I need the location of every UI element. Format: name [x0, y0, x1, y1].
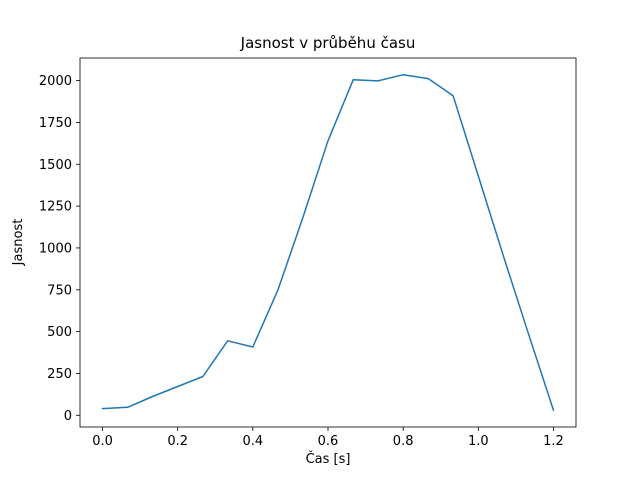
y-axis-label: Jasnost: [11, 219, 26, 267]
x-tick-label: 0.6: [318, 434, 339, 449]
y-tick-label: 500: [47, 325, 72, 340]
x-ticks-group: 0.0 0.2 0.4 0.6 0.8 1.0 1.2: [92, 427, 564, 449]
y-tick-label: 1750: [39, 116, 72, 131]
x-tick-label: 0.8: [393, 434, 414, 449]
series-group: [101, 73, 555, 412]
y-tick-label: 2000: [39, 74, 72, 89]
x-tick-label: 1.0: [468, 434, 489, 449]
y-tick-label: 750: [47, 283, 72, 298]
y-tick-label: 1000: [39, 241, 72, 256]
plot-area: [80, 58, 576, 427]
y-tick-label: 0: [64, 409, 72, 424]
x-tick-label: 1.2: [543, 434, 564, 449]
x-axis-label: Čas [s]: [306, 451, 351, 467]
x-tick-label: 0.0: [92, 434, 113, 449]
chart-title: Jasnost v průběhu času: [240, 34, 416, 52]
series-line: [101, 73, 555, 412]
y-tick-label: 1250: [39, 200, 72, 215]
y-tick-label: 250: [47, 367, 72, 382]
y-tick-label: 1500: [39, 158, 72, 173]
x-tick-label: 0.4: [243, 434, 264, 449]
x-tick-label: 0.2: [167, 434, 188, 449]
y-ticks-group: 0 250 500 750 1000 1250 1500 1750 2000: [39, 74, 80, 424]
